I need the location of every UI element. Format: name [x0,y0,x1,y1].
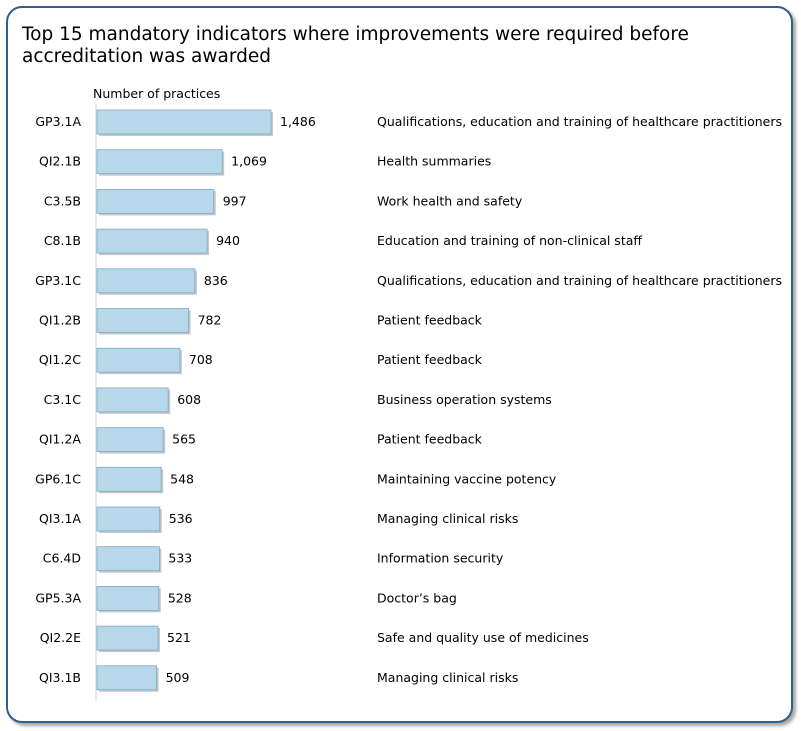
value-label: 1,069 [231,154,267,169]
indicator-description: Patient feedback [377,432,483,447]
category-label: C3.5B [44,193,81,208]
bar [97,189,214,213]
category-label: GP3.1A [35,114,81,129]
bar [97,428,163,452]
value-label: 528 [168,590,192,605]
bar [97,388,168,412]
bar [97,586,159,610]
indicator-description: Information security [377,551,504,566]
indicator-description: Qualifications, education and training o… [377,114,782,129]
value-label: 782 [198,313,222,328]
indicator-description: Doctor’s bag [377,590,457,605]
value-label: 521 [167,630,191,645]
value-label: 940 [216,233,240,248]
indicator-description: Patient feedback [377,352,483,367]
indicator-description: Safe and quality use of medicines [377,630,589,645]
bar [97,269,195,293]
category-label: QI1.2C [39,352,81,367]
indicator-description: Work health and safety [377,193,523,208]
bar [97,666,157,690]
bar [97,110,271,134]
category-label: GP5.3A [35,590,81,605]
bar [97,150,222,174]
indicator-description: Education and training of non-clinical s… [377,233,642,248]
bar [97,467,161,491]
indicator-description: Managing clinical risks [377,670,518,685]
value-label: 708 [189,352,213,367]
indicator-description: Maintaining vaccine potency [377,471,557,486]
category-label: GP3.1C [35,273,81,288]
indicator-description: Health summaries [377,154,491,169]
value-label: 548 [170,471,194,486]
value-label: 608 [177,392,201,407]
category-label: QI3.1A [39,511,81,526]
bar [97,309,189,333]
indicator-description: Patient feedback [377,313,483,328]
category-label: C6.4D [43,551,81,566]
indicator-description: Qualifications, education and training o… [377,273,782,288]
category-label: QI3.1B [39,670,81,685]
bar [97,626,158,650]
bar [97,507,160,531]
value-label: 533 [168,551,192,566]
y-axis-label: Number of practices [93,86,220,101]
category-label: QI1.2A [39,432,81,447]
bar [97,229,207,253]
value-label: 997 [223,193,247,208]
bar [97,348,180,372]
category-label: QI1.2B [39,313,81,328]
category-label: C8.1B [44,233,81,248]
value-label: 1,486 [280,114,316,129]
bar [97,547,159,571]
indicator-description: Managing clinical risks [377,511,518,526]
value-label: 536 [169,511,193,526]
category-label: QI2.2E [40,630,81,645]
indicator-description: Business operation systems [377,392,552,407]
value-label: 565 [172,432,196,447]
value-label: 509 [166,670,190,685]
value-label: 836 [204,273,228,288]
category-label: GP6.1C [35,471,81,486]
category-label: QI2.1B [39,154,81,169]
category-label: C3.1C [44,392,82,407]
